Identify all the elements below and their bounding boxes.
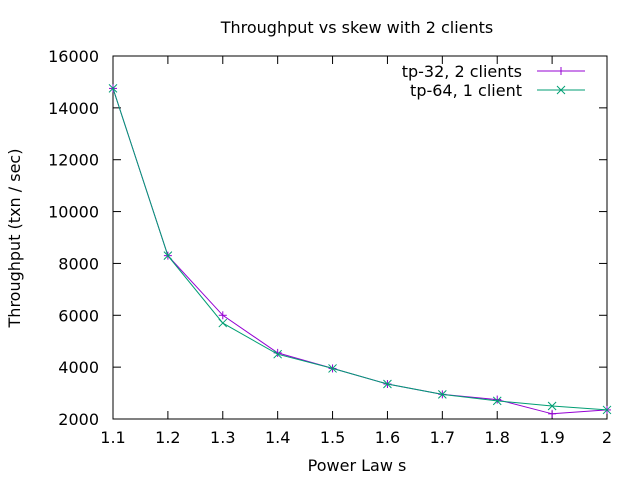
x-tick-label: 1.4 <box>265 428 290 447</box>
data-point-series-2 <box>492 396 502 406</box>
x-tick-label: 2 <box>602 428 612 447</box>
x-tick-label: 1.7 <box>430 428 455 447</box>
data-point-series-2 <box>383 379 392 389</box>
x-tick-label: 1.6 <box>375 428 400 447</box>
x-tick-label: 1.2 <box>155 428 180 447</box>
plot-frame <box>112 55 608 420</box>
data-point-series-2 <box>602 405 612 415</box>
x-tick-label: 1.5 <box>320 428 345 447</box>
y-tick-label: 2000 <box>58 410 99 429</box>
legend-label-2: tp-64, 1 client <box>410 81 522 100</box>
x-tick-label: 1.8 <box>484 428 509 447</box>
y-tick-label: 4000 <box>58 358 99 377</box>
x-tick-label: 1.1 <box>100 428 125 447</box>
data-point-series-2 <box>108 84 118 93</box>
y-tick-label: 16000 <box>48 47 99 66</box>
y-tick-label: 8000 <box>58 254 99 273</box>
y-axis-label: Throughput (txn / sec) <box>5 149 24 329</box>
data-point-series-2 <box>547 401 557 411</box>
y-tick-label: 6000 <box>58 306 99 325</box>
x-tick-label: 1.9 <box>539 428 564 447</box>
chart-title: Throughput vs skew with 2 clients <box>220 18 494 37</box>
y-tick-label: 14000 <box>48 99 99 118</box>
data-point-series-2 <box>437 390 447 399</box>
legend-marker-2 <box>556 85 566 95</box>
series-line-1 <box>112 88 608 415</box>
x-axis-label: Power Law s <box>308 456 407 475</box>
data-point-series-2 <box>163 251 173 261</box>
legend-label-1: tp-32, 2 clients <box>402 62 522 81</box>
series-line-2 <box>112 88 608 411</box>
y-tick-label: 10000 <box>48 203 99 222</box>
data-point-series-2 <box>218 318 228 328</box>
x-tick-label: 1.3 <box>210 428 235 447</box>
data-point-series-2 <box>273 349 283 359</box>
data-point-series-2 <box>328 364 337 373</box>
y-tick-label: 12000 <box>48 151 99 170</box>
